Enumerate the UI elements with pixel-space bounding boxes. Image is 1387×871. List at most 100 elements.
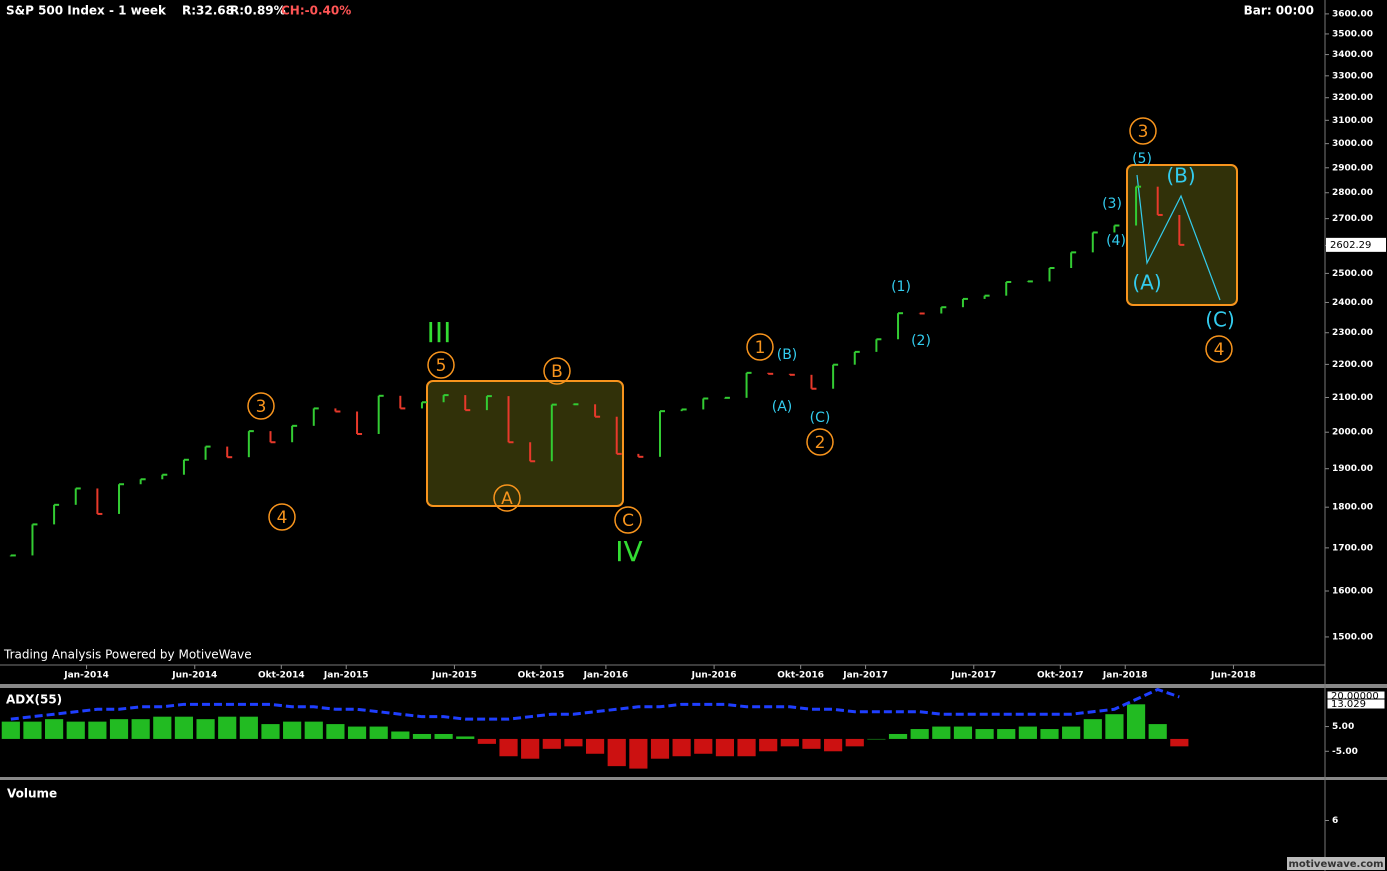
price-bar bbox=[875, 338, 882, 352]
y-tick-label: 3000.00 bbox=[1332, 139, 1373, 149]
histogram-bar bbox=[1, 721, 20, 739]
wave-projection bbox=[1136, 174, 1221, 301]
wave-circle bbox=[268, 503, 296, 531]
histogram-bar bbox=[1083, 719, 1102, 739]
wave-circle bbox=[1205, 335, 1233, 363]
panel-separator bbox=[0, 684, 1387, 688]
price-bar bbox=[702, 397, 709, 410]
wave-label: (A) bbox=[772, 399, 793, 415]
price-bar bbox=[1156, 186, 1163, 216]
histogram-bar bbox=[564, 738, 583, 747]
price-bar bbox=[96, 488, 103, 515]
price-bar bbox=[31, 523, 38, 556]
histogram-bar bbox=[1105, 714, 1124, 739]
marker-label: 20.00000 bbox=[1331, 691, 1379, 702]
y-tick-label: 3400.00 bbox=[1332, 50, 1373, 60]
price-bar bbox=[529, 442, 536, 463]
wave-box bbox=[1126, 164, 1238, 306]
histogram-bar bbox=[824, 738, 843, 752]
price-bar bbox=[139, 478, 146, 485]
wave-circle bbox=[493, 484, 521, 512]
price-bar bbox=[853, 350, 860, 365]
price-bar bbox=[1135, 185, 1142, 226]
wave-label: C bbox=[622, 511, 634, 531]
panel-separator bbox=[0, 777, 1387, 780]
histogram-bar bbox=[347, 726, 367, 739]
wave-circle bbox=[806, 428, 834, 456]
wave-label: (3) bbox=[1102, 196, 1122, 212]
histogram-bar bbox=[434, 733, 453, 739]
price-bar bbox=[723, 396, 730, 399]
y-tick-label: 2800.00 bbox=[1332, 188, 1373, 198]
x-tick-label: Jan-2015 bbox=[323, 671, 369, 681]
wave-label: (B) bbox=[1166, 164, 1195, 188]
x-tick-label: Okt-2015 bbox=[518, 671, 565, 681]
price-bar bbox=[659, 410, 665, 457]
price-bar bbox=[53, 503, 60, 525]
histogram-bar bbox=[326, 724, 345, 739]
histogram-bar bbox=[391, 731, 410, 739]
price-bar bbox=[550, 403, 557, 462]
histogram-bar bbox=[499, 738, 518, 757]
histogram-bar bbox=[867, 738, 886, 740]
price-bar bbox=[377, 394, 384, 434]
histogram-bar bbox=[694, 738, 713, 754]
price-bar bbox=[442, 394, 449, 403]
wave-label: (1) bbox=[891, 279, 911, 295]
price-bar bbox=[1113, 224, 1120, 233]
histogram-bar bbox=[369, 726, 388, 739]
chart-title: S&P 500 Index - 1 week bbox=[6, 4, 167, 18]
histogram-bar bbox=[283, 721, 302, 739]
price-label: 2602.29 bbox=[1330, 240, 1371, 251]
histogram-bar bbox=[477, 738, 496, 744]
histogram-bar bbox=[932, 726, 951, 739]
price-bar bbox=[204, 445, 211, 460]
x-tick-label: Jan-2014 bbox=[63, 671, 109, 681]
x-tick-label: Jan-2016 bbox=[583, 671, 629, 681]
y-tick-label: 2100.00 bbox=[1332, 393, 1373, 403]
wave-circle bbox=[1129, 117, 1157, 145]
wave-circle bbox=[614, 506, 642, 534]
histogram-bar bbox=[542, 738, 561, 749]
wave-label: (2) bbox=[911, 333, 931, 349]
histogram-bar bbox=[802, 738, 821, 749]
price-bar bbox=[226, 446, 233, 459]
histogram-bar bbox=[131, 719, 150, 739]
price-bar bbox=[399, 395, 406, 410]
price-bar bbox=[312, 407, 319, 426]
histogram-bar bbox=[975, 729, 994, 739]
price-bar bbox=[464, 395, 471, 412]
price-bar bbox=[1005, 280, 1012, 296]
marker-label-box bbox=[1326, 698, 1386, 710]
histogram-bar bbox=[737, 738, 756, 757]
y-tick-label: 1700.00 bbox=[1332, 543, 1373, 553]
price-bar bbox=[1070, 251, 1077, 269]
price-layer: 1500.00 1600.00 1700.00 1800.00 1900.00 2000.… bbox=[1, 9, 1386, 826]
wave-circle bbox=[427, 351, 455, 379]
price-bar bbox=[940, 306, 947, 314]
wave-label: III bbox=[427, 316, 452, 349]
histogram-bar bbox=[88, 721, 107, 739]
price-bar bbox=[485, 395, 492, 411]
histogram-bar bbox=[759, 738, 778, 752]
histogram-bar bbox=[672, 738, 691, 757]
price-bar bbox=[291, 424, 298, 443]
panel-title: Volume bbox=[7, 787, 57, 801]
histogram-bar bbox=[629, 738, 648, 769]
y-tick-label: 3600.00 bbox=[1332, 9, 1373, 19]
marker-label: 13.029 bbox=[1331, 699, 1366, 710]
y-tick-label: 2900.00 bbox=[1332, 163, 1373, 173]
price-bar bbox=[810, 374, 817, 390]
histogram-bar bbox=[780, 738, 799, 747]
credit: Trading Analysis Powered by MotiveWave bbox=[3, 648, 252, 662]
wave-label: 3 bbox=[1138, 122, 1149, 142]
x-tick-label: Okt-2016 bbox=[777, 671, 824, 681]
stat: R:32.68 bbox=[182, 4, 234, 18]
histogram-bar bbox=[845, 738, 864, 747]
x-tick-label: Jun-2015 bbox=[431, 671, 477, 681]
price-bar bbox=[247, 430, 254, 458]
price-bar bbox=[832, 363, 839, 389]
histogram-bar bbox=[888, 733, 908, 739]
price-bar bbox=[961, 297, 968, 308]
histogram-bar bbox=[1040, 729, 1059, 739]
